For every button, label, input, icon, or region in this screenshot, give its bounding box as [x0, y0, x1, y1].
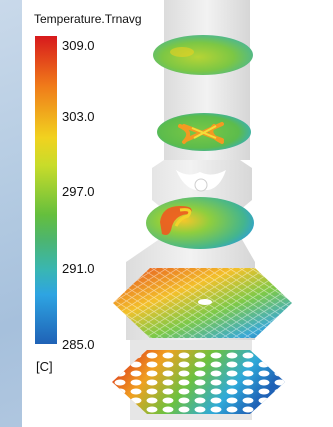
third-slice	[146, 197, 254, 249]
color-scale-bar	[35, 36, 57, 344]
second-slice-warm-core	[191, 125, 217, 139]
bottom-grid-holes	[112, 350, 285, 414]
legend-tick-303: 303.0	[62, 109, 95, 124]
nozzle-opening	[194, 178, 208, 192]
bottom-grid	[112, 350, 285, 414]
third-slice-warm-edge	[174, 208, 192, 227]
legend-tick-285: 285.0	[62, 337, 95, 352]
legend-tick-309: 309.0	[62, 38, 95, 53]
legend-unit: [C]	[36, 359, 53, 374]
third-slice-hot-zone	[160, 206, 192, 235]
legend-tick-291: 291.0	[62, 261, 95, 276]
top-slice-disk	[153, 35, 253, 75]
hex-plate	[113, 268, 292, 338]
legend-title: Temperature.Trnavg	[34, 12, 142, 26]
top-slice	[153, 35, 253, 75]
hex-plate-center-hole	[198, 299, 212, 305]
top-slice-hotspot	[170, 47, 194, 57]
second-slice	[157, 113, 251, 151]
legend-tick-297: 297.0	[62, 184, 95, 199]
